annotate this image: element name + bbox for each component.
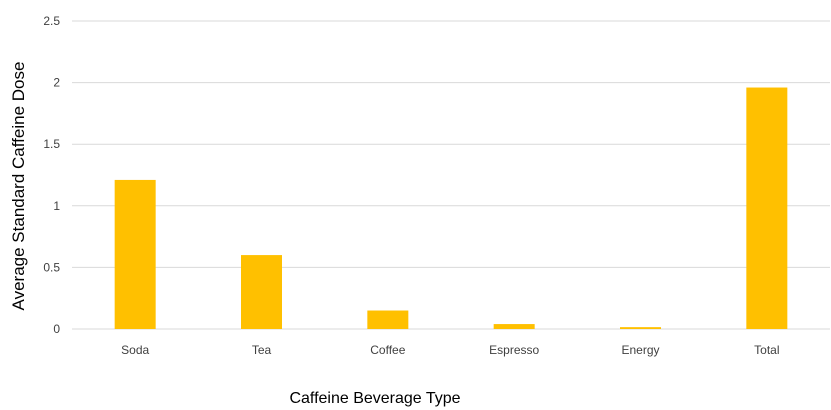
x-tick-label-energy: Energy [621,343,659,357]
y-tick-label: 0 [53,322,60,336]
y-tick-label: 0.5 [43,260,60,274]
x-tick-label-tea: Tea [252,343,272,357]
y-tick-label: 2 [53,76,60,90]
y-tick-label: 1 [53,199,60,213]
bar-espresso [493,324,535,329]
bar-tea [241,255,282,329]
gridlines [72,20,830,330]
x-axis-tick-labels: Soda Tea Coffee Espresso Energy Total [121,343,779,357]
x-tick-label-soda: Soda [121,343,149,357]
bar-soda [114,179,156,329]
y-tick-label: 2.5 [43,14,60,28]
y-axis-tick-labels: 0 0.5 1 1.5 2 2.5 [43,14,60,336]
x-tick-label-coffee: Coffee [370,343,405,357]
bar-coffee [367,310,409,329]
y-axis-title: Average Standard Caffeine Dose [9,62,28,311]
x-axis-title: Caffeine Beverage Type [289,390,460,407]
y-tick-label: 1.5 [43,137,60,151]
x-tick-label-total: Total [754,343,779,357]
x-tick-label-espresso: Espresso [489,343,539,357]
bars [114,87,788,329]
bar-energy [620,327,661,329]
bar-total [746,87,788,329]
